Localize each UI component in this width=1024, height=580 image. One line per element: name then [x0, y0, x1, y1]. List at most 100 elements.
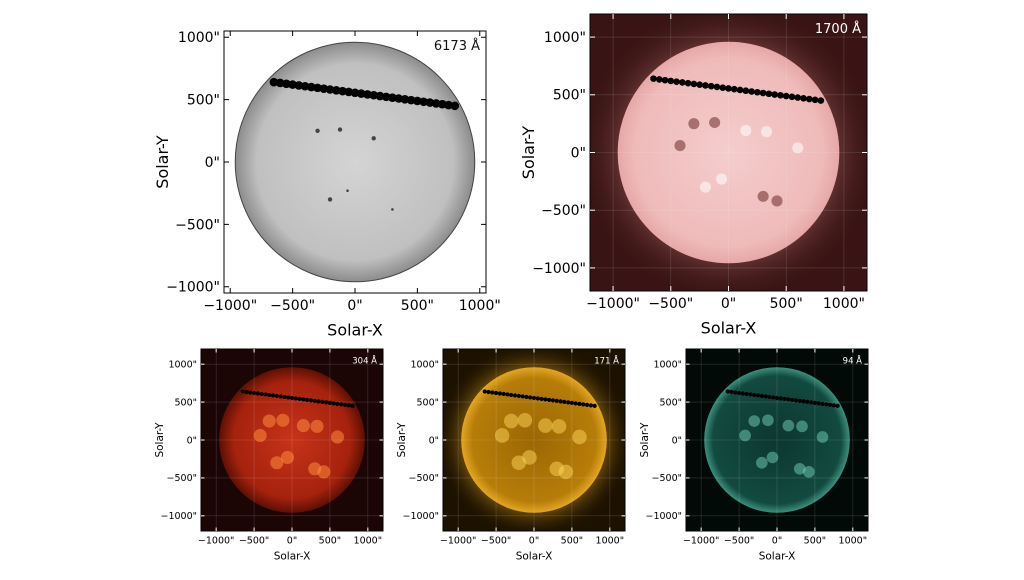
- transit-point: [650, 75, 657, 82]
- transit-point: [771, 91, 778, 98]
- transit-point: [554, 398, 559, 404]
- transit-point: [286, 395, 291, 400]
- transit-point: [512, 393, 518, 398]
- x-axis-label: Solar-X: [516, 550, 553, 562]
- transit-point: [679, 79, 686, 86]
- x-tick-label: −1000": [586, 296, 640, 312]
- active-region: [761, 126, 773, 138]
- y-tick-label: −500": [409, 473, 439, 484]
- transit-point: [797, 398, 802, 404]
- transit-point: [520, 394, 525, 399]
- active-region: [716, 173, 728, 185]
- active-region: [757, 190, 769, 202]
- x-tick-label: 500": [804, 536, 827, 547]
- active-region: [391, 208, 394, 211]
- y-tick-label: −1000": [160, 511, 197, 522]
- active-region: [551, 419, 567, 434]
- transit-point: [259, 391, 264, 397]
- x-tick-label: 0": [529, 536, 539, 547]
- transit-point: [320, 399, 325, 405]
- x-tick-label: 0": [347, 298, 362, 314]
- y-tick-label: 1000": [168, 359, 197, 370]
- y-tick-label: −1000": [166, 280, 220, 296]
- transit-point: [752, 392, 757, 398]
- transit-point: [684, 79, 692, 87]
- transit-point: [740, 391, 745, 396]
- y-tick-label: −1000": [645, 511, 682, 522]
- active-region: [262, 414, 276, 428]
- transit-point: [293, 396, 298, 401]
- transit-point: [270, 393, 276, 398]
- active-region: [327, 197, 333, 202]
- transit-point: [450, 101, 460, 111]
- y-tick-label: 0": [672, 435, 682, 446]
- transit-point: [524, 394, 529, 400]
- y-tick-label: 500": [187, 93, 220, 109]
- y-tick-label: 1000": [544, 30, 586, 46]
- transit-point: [759, 393, 764, 399]
- x-tick-label: −1000": [203, 298, 257, 314]
- y-tick-label: −1000": [402, 511, 439, 522]
- active-region: [572, 429, 587, 445]
- transit-point: [482, 389, 487, 394]
- y-tick-label: 500": [659, 397, 682, 408]
- transit-point: [765, 90, 773, 98]
- y-axis-label: Solar-Y: [519, 126, 538, 180]
- active-region: [762, 414, 774, 427]
- active-region: [503, 413, 519, 429]
- transit-point: [581, 402, 586, 407]
- transit-point: [673, 78, 680, 85]
- transit-point: [308, 398, 314, 403]
- active-region: [330, 430, 345, 444]
- transit-point: [733, 390, 738, 395]
- active-region: [538, 418, 553, 433]
- transit-point: [267, 392, 272, 398]
- transit-point: [566, 400, 571, 405]
- active-region: [756, 456, 768, 469]
- transit-point: [278, 394, 283, 399]
- transit-point: [486, 389, 491, 395]
- active-region: [371, 136, 376, 141]
- transit-point: [528, 395, 533, 400]
- x-tick-label: 500": [319, 536, 342, 547]
- active-region: [276, 413, 290, 427]
- transit-point: [543, 397, 548, 402]
- transit-point: [778, 396, 783, 401]
- transit-point: [767, 394, 772, 400]
- transit-point: [782, 92, 790, 100]
- y-tick-label: 0": [187, 435, 197, 446]
- transit-point: [569, 400, 575, 405]
- wavelength-label: 1700 Å: [815, 21, 861, 37]
- x-tick-label: −500": [239, 536, 269, 547]
- y-tick-label: 0": [205, 155, 220, 171]
- transit-point: [736, 86, 744, 94]
- transit-point: [744, 391, 749, 397]
- transit-point: [350, 403, 355, 408]
- x-tick-label: 1000": [354, 536, 383, 547]
- x-tick-label: 0": [772, 536, 782, 547]
- active-region: [310, 419, 324, 433]
- x-tick-label: −500": [724, 536, 754, 547]
- active-region: [699, 181, 711, 193]
- transit-point: [324, 400, 329, 405]
- transit-point: [763, 394, 768, 399]
- active-region: [740, 125, 752, 137]
- x-tick-label: −500": [481, 536, 511, 547]
- x-tick-label: −500": [648, 296, 693, 312]
- x-tick-label: 1000": [596, 536, 625, 547]
- transit-point: [305, 397, 310, 403]
- x-tick-label: 1000": [823, 296, 865, 312]
- transit-point: [805, 95, 813, 103]
- transit-point: [661, 76, 669, 84]
- active-region: [816, 431, 829, 443]
- y-axis-label: Solar-Y: [396, 422, 408, 458]
- solar-disk: [234, 41, 476, 283]
- x-tick-label: 1000": [839, 536, 868, 547]
- transit-point: [719, 84, 727, 92]
- panel-p171: −1000" 1000" −500" 500" 0" 0" 500" −500" 1000" −1…: [396, 348, 626, 562]
- transit-point: [339, 402, 344, 407]
- transit-point: [831, 403, 836, 408]
- transit-point: [331, 401, 336, 406]
- transit-point: [690, 80, 698, 88]
- transit-point: [827, 402, 833, 407]
